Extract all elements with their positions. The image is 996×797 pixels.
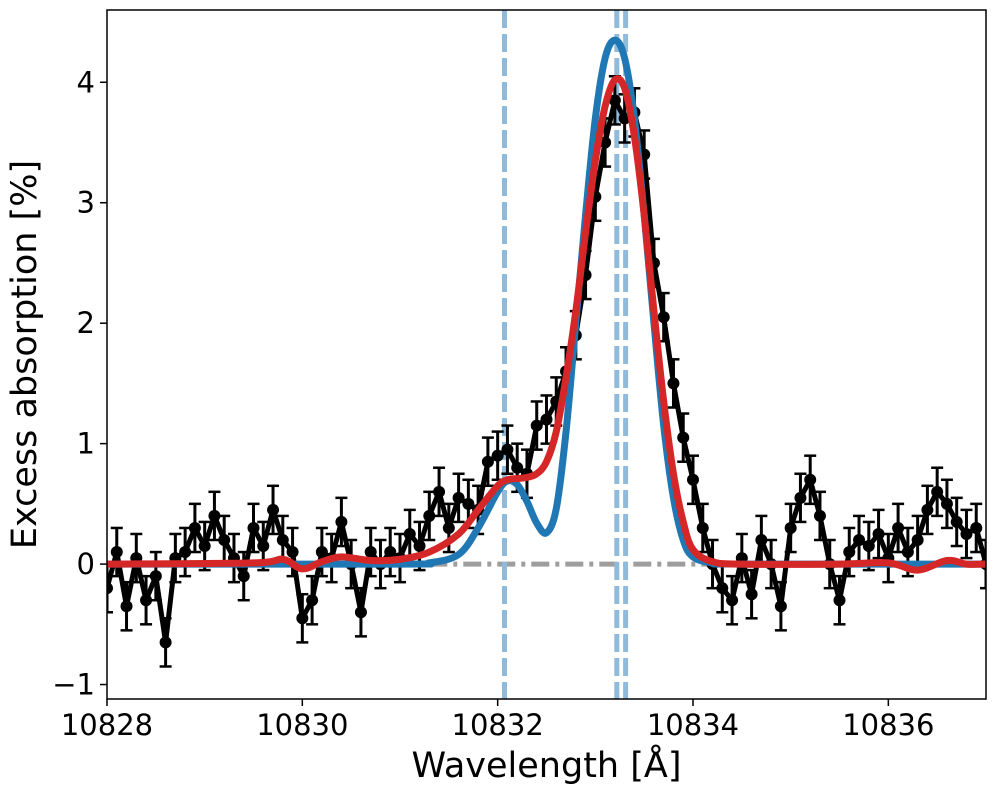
data-point (296, 612, 309, 625)
axis-ticks: 10828 10830 10832 10834 10836 −1 0 1 2 3 4 (52, 65, 934, 742)
y-tick-label: 2 (77, 306, 95, 340)
x-tick-label: 10832 (452, 708, 544, 742)
data-point (921, 503, 934, 516)
data-point (257, 540, 270, 553)
data-point (950, 515, 963, 528)
data-point (931, 485, 944, 498)
data-point (149, 570, 162, 583)
data-point (354, 606, 367, 619)
data-point (745, 588, 758, 601)
data-point (413, 540, 426, 553)
data-point (784, 521, 797, 534)
data-point (403, 527, 416, 540)
data-point (667, 377, 680, 390)
x-tick-label: 10836 (842, 708, 934, 742)
data-point (247, 521, 260, 534)
data-point (159, 636, 172, 649)
data-point (804, 473, 817, 486)
data-point (286, 546, 299, 559)
data-point (110, 546, 123, 559)
data-point (901, 546, 914, 559)
data-point (433, 485, 446, 498)
data-point (364, 546, 377, 559)
data-point (833, 594, 846, 607)
data-point (335, 515, 348, 528)
x-tick-label: 10830 (256, 708, 348, 742)
data-point (755, 534, 768, 546)
data-point (120, 600, 133, 613)
data-point (862, 540, 875, 553)
data-point (208, 509, 221, 522)
data-point (716, 582, 729, 595)
data-point (657, 311, 670, 324)
y-tick-label: 4 (77, 65, 95, 99)
x-tick-label: 10834 (647, 708, 739, 742)
data-point (813, 509, 826, 522)
model-curve-red (107, 75, 986, 574)
data-point (970, 521, 983, 534)
data-point (940, 497, 953, 510)
data-point (267, 503, 280, 516)
y-tick-label: −1 (52, 668, 95, 702)
data-point (306, 594, 319, 607)
data-point (530, 419, 543, 432)
data-point (481, 455, 494, 468)
data-point (911, 534, 924, 546)
data-point (501, 443, 514, 456)
data-point (872, 527, 885, 540)
data-point (511, 461, 524, 474)
data-point (442, 521, 455, 534)
data-point (140, 594, 153, 607)
data-point (696, 521, 709, 534)
data-point (540, 413, 553, 426)
data-point (384, 546, 397, 559)
data-point (179, 546, 192, 559)
y-axis-label: Excess absorption [%] (5, 160, 45, 549)
data-point (608, 94, 621, 107)
data-point (491, 449, 504, 462)
y-tick-label: 3 (77, 186, 95, 220)
data-point (188, 521, 201, 534)
data-point (218, 534, 231, 546)
x-tick-label: 10828 (61, 708, 153, 742)
data-point (315, 546, 328, 559)
data-point (452, 491, 465, 504)
data-point (677, 431, 690, 444)
y-tick-label: 1 (77, 427, 95, 461)
data-point (960, 527, 973, 540)
plot-frame (106, 9, 987, 700)
data-point (276, 534, 289, 546)
plot-area (107, 10, 986, 699)
data-point (462, 497, 475, 510)
data-point (892, 521, 905, 534)
data-point (843, 546, 856, 559)
y-tick-label: 0 (77, 547, 95, 581)
data-point (794, 491, 807, 504)
model-curve-blue (107, 36, 986, 568)
data-point (853, 534, 866, 546)
data-point (237, 570, 250, 583)
data-point (774, 600, 787, 613)
x-axis-label: Wavelength [Å] (411, 743, 681, 786)
data-point (198, 540, 211, 553)
data-point (107, 582, 113, 595)
data-point (687, 473, 699, 486)
data-point (423, 509, 436, 522)
data-point (726, 594, 739, 607)
